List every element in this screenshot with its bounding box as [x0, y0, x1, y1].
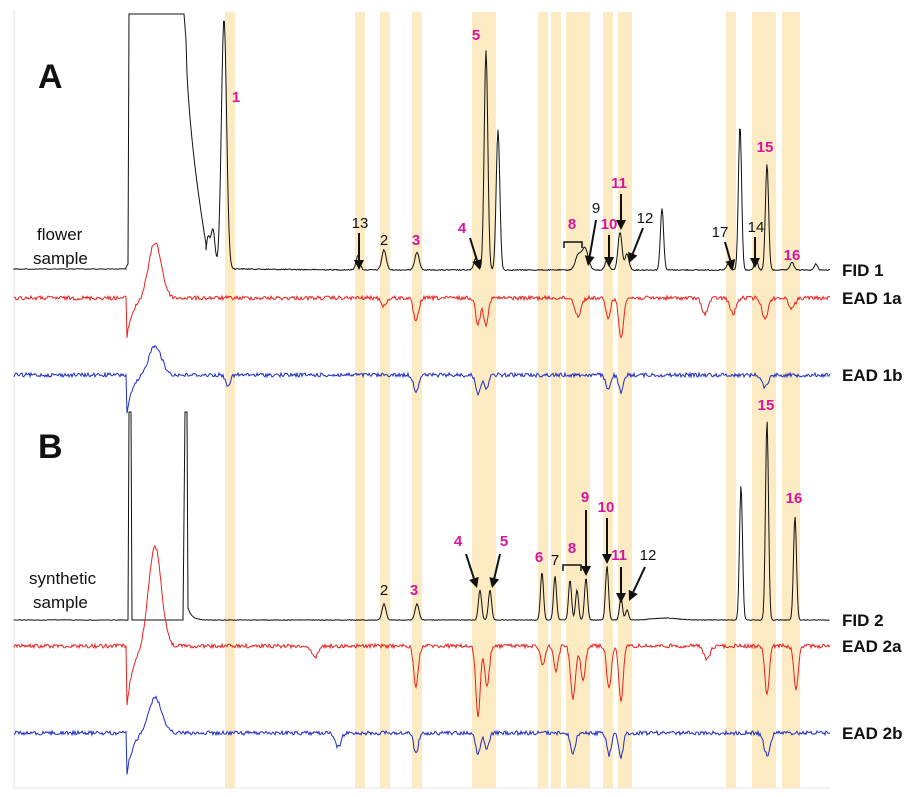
trace-label-ead-2a: EAD 2a: [842, 637, 902, 656]
peak-label-11: 11: [611, 175, 627, 192]
active-band-2: [380, 12, 390, 788]
active-band-1: [355, 12, 365, 788]
peak-arrow-1: [469, 237, 478, 261]
trace-label-fid-2: FID 2: [842, 611, 884, 630]
peak-label-12: 12: [637, 210, 654, 227]
peak-label-8: 8: [568, 216, 576, 233]
active-band-5: [538, 12, 548, 788]
active-band-3: [412, 12, 422, 788]
peak-arrow-head-4: [616, 220, 626, 230]
trace-label-ead-1b: EAD 1b: [842, 366, 902, 385]
peak-label-16: 16: [786, 490, 803, 507]
peak-label-12: 12: [640, 547, 657, 564]
peak-arrow-head-0: [469, 576, 479, 588]
peak-arrow-head-2: [584, 255, 595, 266]
peak-label-17: 17: [712, 224, 729, 241]
peak-label-2: 2: [380, 582, 388, 599]
peak-label-4: 4: [454, 533, 463, 550]
active-band-6: [551, 12, 561, 788]
peak-label-14: 14: [748, 219, 765, 236]
active-band-12: [782, 12, 800, 788]
panel-b: B synthetic sample FID 2 EAD 2a EAD 2b 2…: [13, 397, 902, 775]
peak-label-3: 3: [412, 232, 420, 249]
peak-label-3: 3: [410, 582, 418, 599]
fid-trace-b: [13, 411, 830, 621]
peak-label-2: 2: [380, 232, 388, 249]
peak-label-5: 5: [472, 27, 480, 44]
peak-arrow-0: [465, 553, 475, 579]
peak-bracket-0: [562, 564, 582, 571]
active-band-0: [225, 12, 235, 788]
peak-arrow-head-1: [472, 259, 482, 270]
panel-letter-b: B: [38, 428, 63, 466]
peak-arrow-head-7: [750, 258, 760, 268]
peak-arrow-head-4: [616, 593, 626, 603]
ead-trace-b2: [13, 695, 830, 775]
peak-label-1: 1: [232, 89, 240, 106]
active-band-8: [603, 12, 613, 788]
peak-bracket-0: [563, 241, 583, 248]
trace-label-ead-1a: EAD 1a: [842, 289, 902, 308]
active-band-10: [726, 12, 736, 788]
peak-arrow-head-5: [628, 589, 638, 601]
ead-trace-b1: [13, 544, 831, 718]
peak-arrow-1: [493, 553, 501, 579]
peak-label-15: 15: [757, 139, 774, 156]
peak-arrow-5: [631, 227, 644, 255]
peak-arrow-head-3: [602, 554, 612, 564]
peak-arrow-2: [588, 219, 597, 257]
peak-arrow-head-0: [354, 260, 364, 270]
ead-trace-a1: [13, 242, 831, 339]
peak-label-15: 15: [758, 397, 775, 414]
peak-label-16: 16: [784, 247, 801, 264]
peak-label-7: 7: [551, 552, 559, 569]
ead-trace-a2: [13, 344, 831, 414]
peak-arrow-head-1: [489, 577, 500, 588]
peak-arrow-head-6: [725, 259, 736, 270]
sample-label-a-line2: sample: [33, 249, 88, 268]
trace-label-fid-1: FID 1: [842, 261, 884, 280]
peak-arrow-head-5: [628, 251, 638, 263]
panel-letter-a: A: [38, 58, 63, 96]
peak-label-5: 5: [500, 533, 508, 550]
active-band-11: [752, 12, 776, 788]
fid-trace-a: [13, 13, 831, 272]
peak-label-4: 4: [458, 220, 467, 237]
peak-label-9: 9: [592, 200, 600, 217]
peak-label-13: 13: [352, 215, 369, 232]
peak-annotations-b: 2 3 4 5 6 78 9 10 11 12 15 16: [380, 397, 803, 603]
peak-label-10: 10: [598, 499, 615, 516]
peak-label-6: 6: [535, 549, 543, 566]
peak-label-9: 9: [581, 489, 589, 506]
active-band-9: [618, 12, 632, 788]
sample-label-b-line1: synthetic: [29, 569, 97, 588]
peak-label-8: 8: [568, 540, 576, 557]
peak-arrow-head-2: [581, 566, 591, 576]
sample-label-a-line1: flower: [37, 225, 83, 244]
peak-arrow-6: [724, 241, 732, 261]
peak-label-10: 10: [601, 216, 618, 233]
trace-label-ead-2b: EAD 2b: [842, 724, 902, 743]
peak-label-11: 11: [611, 547, 627, 564]
sample-label-b-line2: sample: [33, 593, 88, 612]
peak-arrow-5: [632, 566, 646, 593]
panel-a: A flower sample FID 1 EAD 1a EAD 1b 12 34…: [13, 13, 902, 414]
peak-arrow-head-3: [604, 257, 614, 267]
